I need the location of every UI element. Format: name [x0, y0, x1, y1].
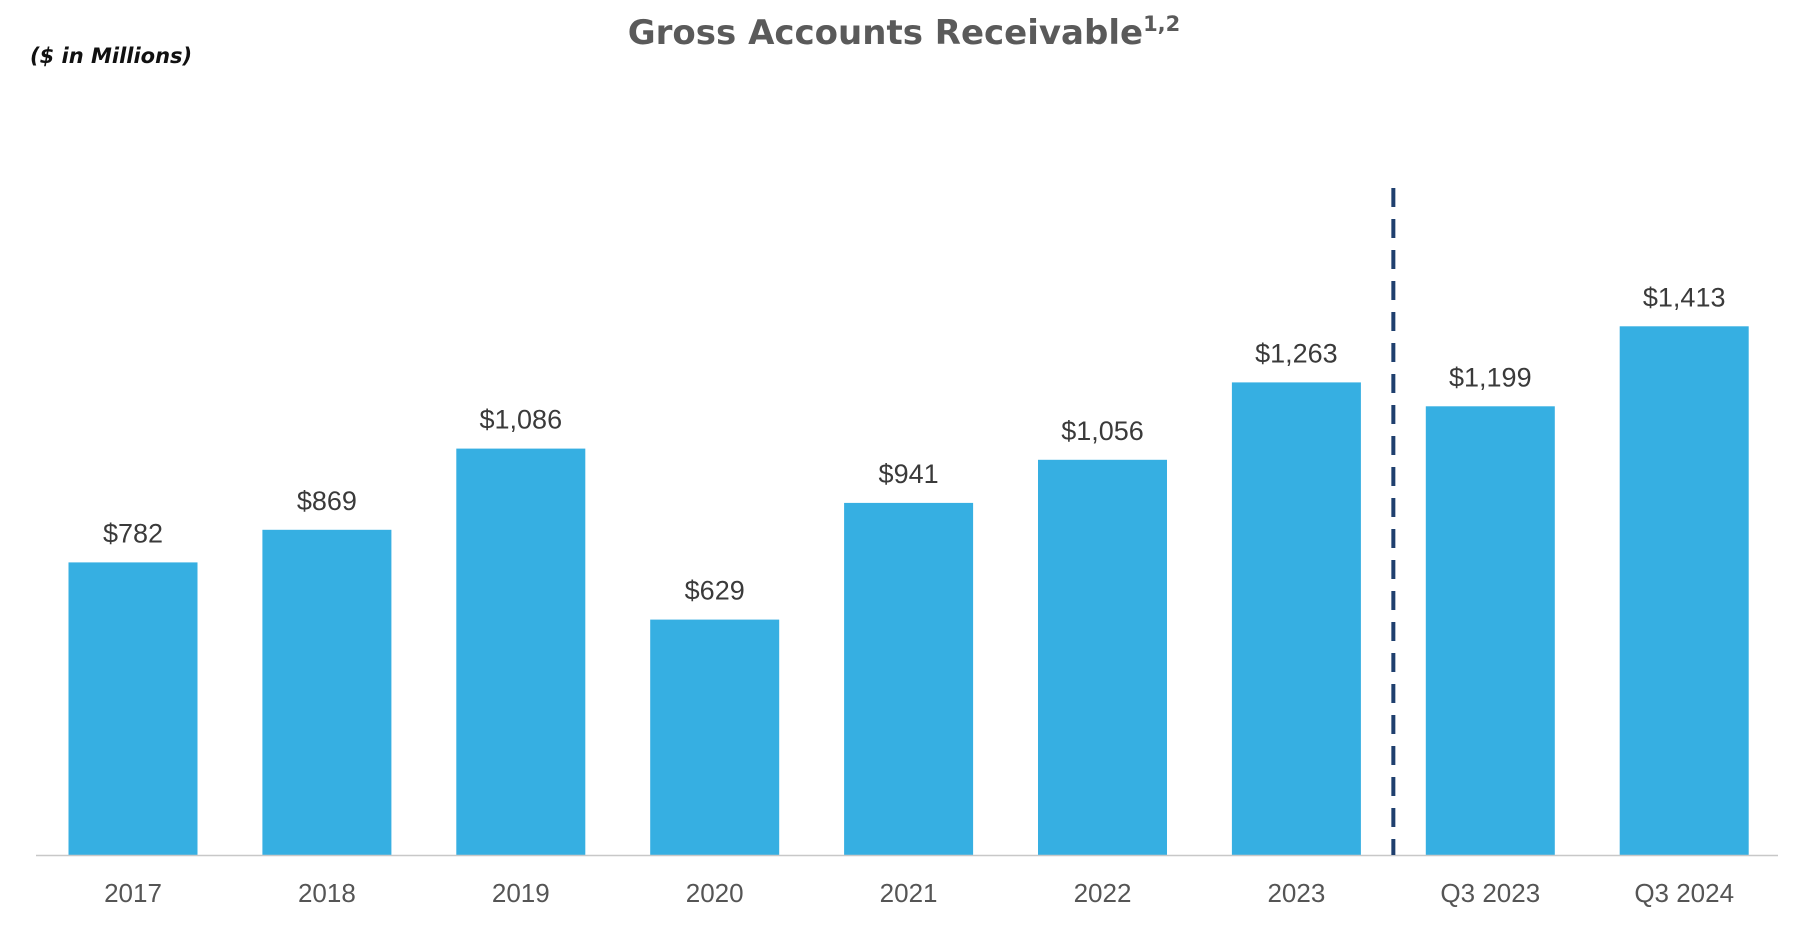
- bar-q3-2024: [1619, 326, 1749, 855]
- x-tick-label-2023: 2023: [1267, 878, 1325, 908]
- x-tick-label-2022: 2022: [1074, 878, 1132, 908]
- x-tick-label-q3-2023: Q3 2023: [1440, 878, 1540, 908]
- bar-2017: [68, 562, 198, 855]
- data-label-2022: $1,056: [1061, 416, 1144, 446]
- data-label-2019: $1,086: [480, 405, 563, 435]
- x-tick-label-2018: 2018: [298, 878, 356, 908]
- chart-title-text: Gross Accounts Receivable: [628, 13, 1143, 53]
- data-label-2020: $629: [685, 576, 745, 606]
- x-tick-labels-group: 2017 2018 2019 2020 2021 2022 2023 Q3 2023 Q3 20…: [104, 878, 1734, 908]
- bar-2021: [844, 502, 974, 855]
- units-label: ($ in Millions): [30, 44, 192, 68]
- bar-2018: [262, 529, 392, 855]
- x-tick-label-q3-2024: Q3 2024: [1634, 878, 1734, 908]
- bar-2022: [1038, 459, 1167, 855]
- data-label-2018: $869: [297, 486, 357, 516]
- data-label-q3-2023: $1,199: [1449, 362, 1532, 392]
- value-labels-group: $782 $869 $1,086 $629 $941 $1,056 $1,263 $1,199…: [103, 282, 1726, 605]
- x-tick-label-2017: 2017: [104, 878, 162, 908]
- x-tick-label-2021: 2021: [880, 878, 938, 908]
- data-label-2021: $941: [879, 459, 939, 489]
- bar-q3-2023: [1425, 406, 1555, 855]
- x-tick-label-2019: 2019: [492, 878, 550, 908]
- bar-2019: [456, 448, 586, 855]
- bars-group: [68, 326, 1749, 855]
- data-label-2023: $1,263: [1255, 338, 1338, 368]
- bar-2023: [1231, 382, 1361, 855]
- chart-title-superscript: 1,2: [1143, 12, 1180, 36]
- x-tick-label-2020: 2020: [686, 878, 744, 908]
- data-label-2017: $782: [103, 518, 163, 548]
- data-label-q3-2024: $1,413: [1643, 282, 1726, 312]
- bar-2020: [650, 619, 780, 855]
- chart-title: Gross Accounts Receivable1,2: [628, 12, 1181, 53]
